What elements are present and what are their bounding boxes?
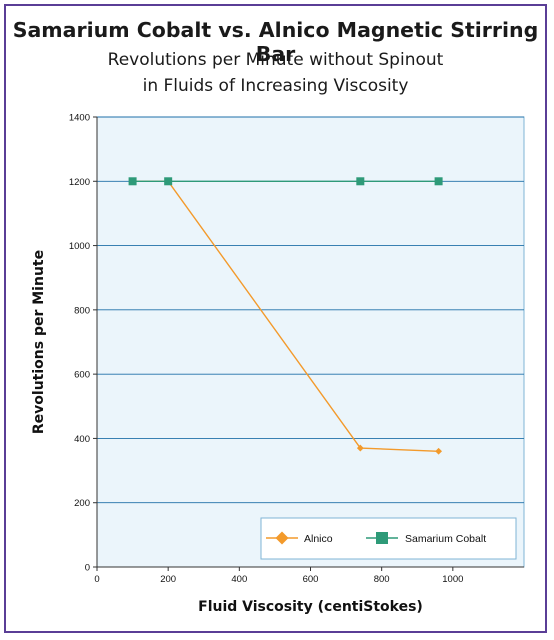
y-tick-label: 400 [74, 434, 90, 445]
y-tick-label: 1000 [69, 241, 90, 252]
legend-label: Alnico [304, 533, 333, 545]
x-tick-label: 800 [374, 574, 390, 585]
gridlines [97, 116, 524, 504]
legend: Alnico Samarium Cobalt [260, 517, 517, 560]
x-tick-label: 400 [231, 574, 247, 585]
y-tick-label: 800 [74, 305, 90, 316]
series-layer [128, 177, 443, 455]
x-axis-label: Fluid Viscosity (centiStokes) [198, 599, 423, 615]
y-tick-label: 0 [85, 563, 90, 574]
y-tick-label: 1400 [69, 113, 90, 124]
legend-swatch-marker [275, 531, 289, 545]
x-tick-label: 1000 [442, 574, 463, 585]
samarium-cobalt-point [164, 177, 173, 186]
chart-title: Samarium Cobalt vs. Alnico Magnetic Stir… [12, 18, 539, 66]
plot-area [96, 116, 525, 568]
samarium-cobalt-point [128, 177, 137, 186]
axes: 0 200 400 600 800 1000 1200 1400 0 200 400 600 800 10… [69, 113, 524, 585]
x-tick-label: 600 [303, 574, 319, 585]
series-samarium-cobalt [128, 177, 443, 186]
alnico-point [435, 447, 442, 455]
y-tick-label: 1200 [69, 177, 90, 188]
chart-subtitle-line-2: in Fluids of Increasing Viscosity [142, 76, 409, 96]
y-tick-label: 600 [74, 370, 90, 381]
alnico-point [356, 444, 364, 452]
y-axis-label: Revolutions per Minute [31, 250, 47, 434]
x-tick-label: 200 [160, 574, 176, 585]
x-tick-label: 0 [94, 574, 99, 585]
y-tick-label: 200 [74, 498, 90, 509]
chart-subtitle-line-1: Revolutions per Minute without Spinout [107, 50, 444, 70]
legend-label: Samarium Cobalt [405, 533, 486, 545]
legend-swatch-marker [376, 532, 388, 544]
samarium-cobalt-point [356, 177, 365, 186]
samarium-cobalt-point [434, 177, 443, 186]
